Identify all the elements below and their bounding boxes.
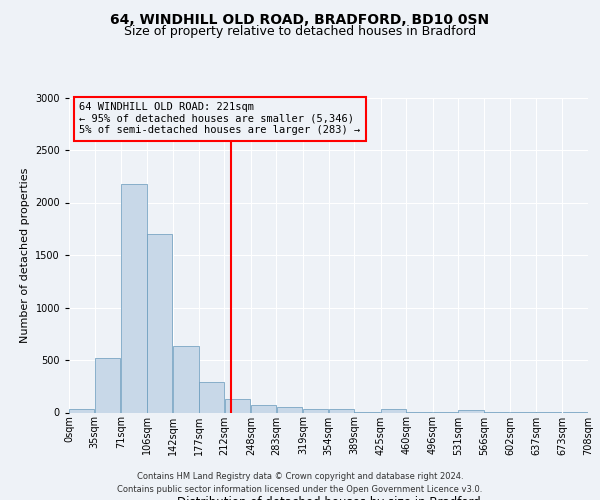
Bar (303, 409, 328, 412)
Bar (251, 404, 276, 412)
X-axis label: Distribution of detached houses by size in Bradford: Distribution of detached houses by size … (176, 496, 481, 500)
Bar (199, 382, 224, 412)
Y-axis label: Number of detached properties: Number of detached properties (20, 168, 29, 342)
Bar (381, 410, 406, 412)
Bar (224, 399, 250, 412)
Text: Contains public sector information licensed under the Open Government Licence v3: Contains public sector information licen… (118, 485, 482, 494)
Bar (95, 358, 120, 412)
Bar (121, 184, 146, 412)
Text: Size of property relative to detached houses in Bradford: Size of property relative to detached ho… (124, 25, 476, 38)
Bar (173, 346, 199, 412)
Bar (69, 410, 94, 412)
Text: Contains HM Land Registry data © Crown copyright and database right 2024.: Contains HM Land Registry data © Crown c… (137, 472, 463, 481)
Text: 64 WINDHILL OLD ROAD: 221sqm
← 95% of detached houses are smaller (5,346)
5% of : 64 WINDHILL OLD ROAD: 221sqm ← 95% of de… (79, 102, 361, 136)
Text: 64, WINDHILL OLD ROAD, BRADFORD, BD10 0SN: 64, WINDHILL OLD ROAD, BRADFORD, BD10 0S… (110, 12, 490, 26)
Bar (329, 409, 354, 412)
Bar (277, 406, 302, 412)
Bar (458, 410, 484, 412)
Bar (147, 234, 172, 412)
